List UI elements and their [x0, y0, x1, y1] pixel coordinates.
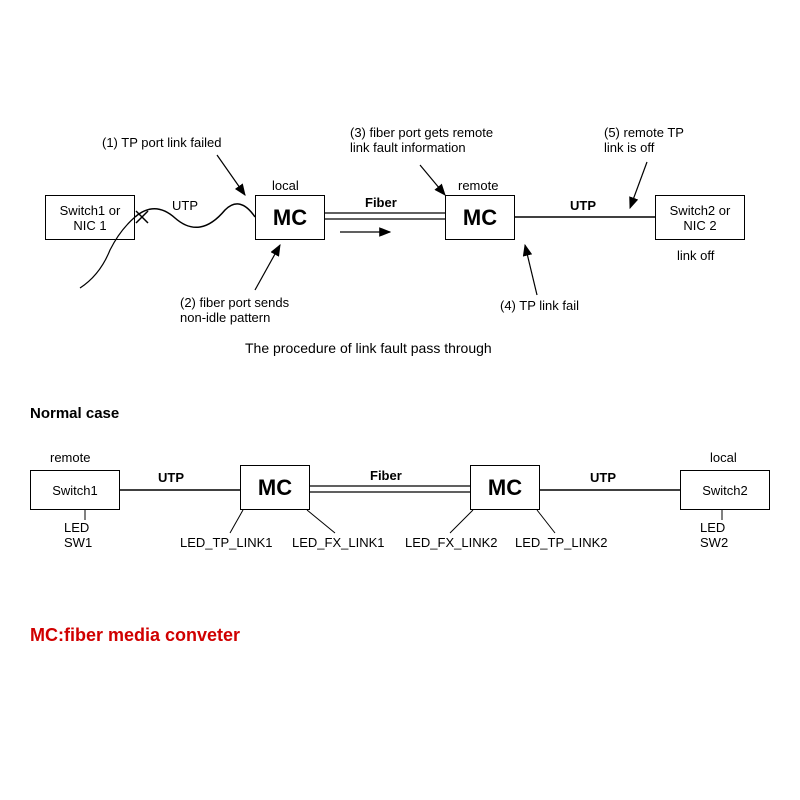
- led-fx2: LED_FX_LINK2: [405, 535, 498, 550]
- mc1-box2: MC: [240, 465, 310, 510]
- led-sw1: LED SW1: [64, 520, 92, 550]
- diagram-canvas: Switch1 or NIC 1 MC MC Switch2 or NIC 2 …: [0, 0, 800, 800]
- switch2-box2: Switch2: [680, 470, 770, 510]
- note5: (5) remote TP link is off: [604, 125, 684, 155]
- fiber-label: Fiber: [365, 195, 397, 210]
- utp1-label2: UTP: [158, 470, 184, 485]
- fiber-label2: Fiber: [370, 468, 402, 483]
- switch2-box: Switch2 or NIC 2: [655, 195, 745, 240]
- link-off-label: link off: [677, 248, 714, 263]
- note4: (4) TP link fail: [500, 298, 579, 313]
- local-label: local: [272, 178, 299, 193]
- utp1-label: UTP: [172, 198, 198, 213]
- led-tp1: LED_TP_LINK1: [180, 535, 273, 550]
- normal-case-title: Normal case: [30, 405, 119, 422]
- remote-label2: remote: [50, 450, 90, 465]
- switch1-box2: Switch1: [30, 470, 120, 510]
- footer-mc-label: MC:fiber media conveter: [30, 625, 240, 646]
- mc2-box: MC: [445, 195, 515, 240]
- note3: (3) fiber port gets remote link fault in…: [350, 125, 493, 155]
- led-fx1: LED_FX_LINK1: [292, 535, 385, 550]
- caption1: The procedure of link fault pass through: [245, 340, 492, 356]
- note2: (2) fiber port sends non-idle pattern: [180, 295, 289, 325]
- remote-label: remote: [458, 178, 498, 193]
- led-sw2: LED SW2: [700, 520, 728, 550]
- local-label2: local: [710, 450, 737, 465]
- mc1-box: MC: [255, 195, 325, 240]
- note1: (1) TP port link failed: [102, 135, 221, 150]
- utp2-label2: UTP: [590, 470, 616, 485]
- utp2-label: UTP: [570, 198, 596, 213]
- mc2-box2: MC: [470, 465, 540, 510]
- svg-overlay: [0, 0, 800, 800]
- led-tp2: LED_TP_LINK2: [515, 535, 608, 550]
- switch1-box: Switch1 or NIC 1: [45, 195, 135, 240]
